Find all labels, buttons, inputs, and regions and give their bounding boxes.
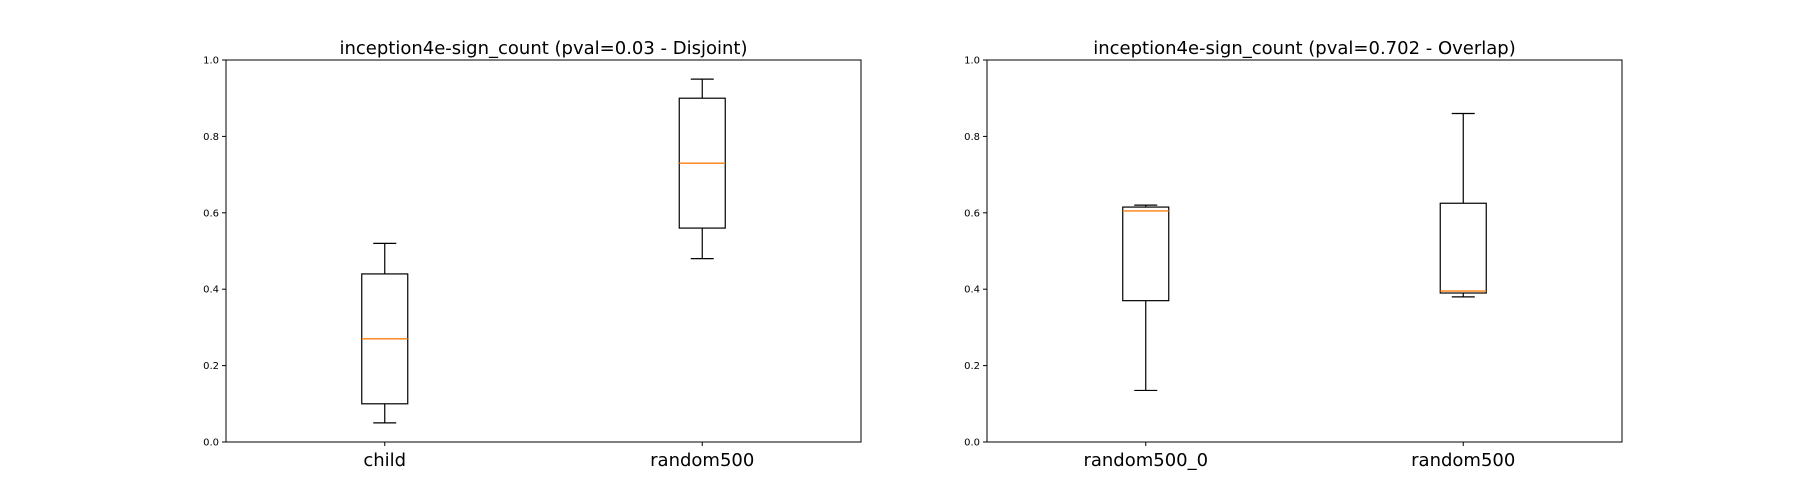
box-body: [1439, 202, 1487, 294]
y-tick-label: 0.0: [203, 438, 219, 449]
axes-frame: [986, 59, 1623, 443]
y-axis: 0.0 0.2 0.4 0.6 0.8 1.0: [964, 56, 987, 449]
y-tick-label: 0.8: [203, 132, 219, 143]
x-tick-label: child: [363, 450, 406, 471]
chart-right: inception4e-sign_count (pval=0.702 - Ove…: [964, 38, 1623, 471]
box-body: [1122, 206, 1170, 302]
x-axis: child random500: [363, 442, 754, 471]
y-tick-label: 0.6: [203, 208, 219, 219]
box-child: [361, 242, 409, 424]
chart-title: inception4e-sign_count (pval=0.03 - Disj…: [340, 38, 748, 59]
axes-frame: [225, 59, 862, 443]
box-random500: [1439, 112, 1487, 298]
x-tick-label: random500: [650, 450, 754, 471]
y-tick-label: 0.8: [964, 132, 980, 143]
y-tick-label: 1.0: [203, 56, 219, 67]
y-tick-label: 0.2: [964, 361, 980, 372]
y-tick-label: 0.0: [964, 438, 980, 449]
chart-left: inception4e-sign_count (pval=0.03 - Disj…: [203, 38, 862, 471]
chart-title: inception4e-sign_count (pval=0.702 - Ove…: [1093, 38, 1515, 59]
box-random500_0: [1122, 204, 1170, 392]
box-series: [1122, 112, 1487, 392]
y-tick-label: 0.4: [964, 285, 980, 296]
x-tick-label: random500_0: [1083, 450, 1208, 471]
box-series: [361, 78, 726, 424]
box-random500: [678, 78, 726, 260]
x-tick-label: random500: [1411, 450, 1515, 471]
y-axis: 0.0 0.2 0.4 0.6 0.8 1.0: [203, 56, 226, 449]
y-tick-label: 0.6: [964, 208, 980, 219]
x-axis: random500_0 random500: [1083, 442, 1515, 471]
y-tick-label: 0.2: [203, 361, 219, 372]
y-tick-label: 1.0: [964, 56, 980, 67]
y-tick-label: 0.4: [203, 285, 219, 296]
